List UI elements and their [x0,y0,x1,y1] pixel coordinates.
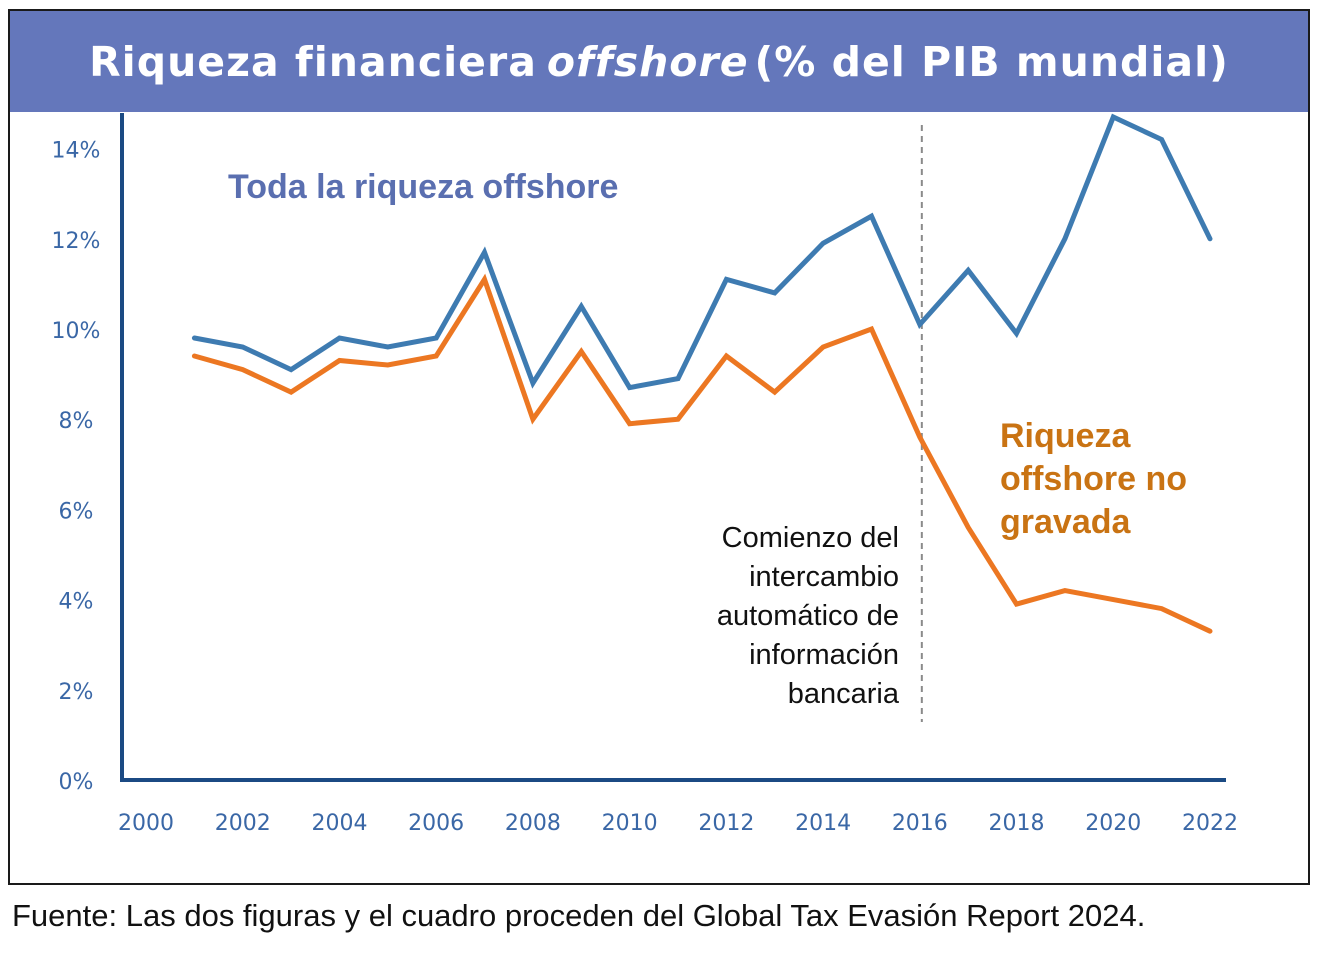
series-label-untaxed-offshore-line: offshore no [1000,460,1187,498]
x-tick-label-2014: 2014 [795,811,851,836]
annotation-text-line: Comienzo del [722,522,899,554]
x-tick-label-2010: 2010 [602,811,658,836]
series-label-untaxed-offshore-line: Riqueza [1000,417,1131,455]
series-line-untaxed-offshore [191,273,1213,634]
annotation-text-line: información [749,639,899,671]
x-tick-label-2004: 2004 [311,811,367,836]
x-tick-label-2002: 2002 [215,811,271,836]
x-tick-label-2012: 2012 [698,811,754,836]
y-tick-label-14: 14% [52,139,101,164]
source-note: Fuente: Las dos figuras y el cuadro proc… [12,898,1146,933]
chart-title: Riqueza financiera offshore (% del PIB m… [10,11,1308,112]
x-tick-label-2006: 2006 [408,811,464,836]
x-tick-label-2022: 2022 [1182,811,1238,836]
chart-title-italic: offshore [546,37,749,86]
annotation-text-line: automático de [717,600,899,632]
series-label-total-offshore: Toda la riqueza offshore [228,168,618,206]
x-tick-label-2008: 2008 [505,811,561,836]
line-chart: 0% 2% 4% 6% 8% 10% 12% 14% 2000 2002 2004 2006 2008 2… [52,113,1238,836]
x-tick-label-2000: 2000 [118,811,174,836]
series-label-untaxed-offshore-line: gravada [1000,503,1131,541]
chart-frame: Riqueza financiera offshore (% del PIB m… [8,9,1310,885]
y-tick-label-12: 12% [52,229,101,254]
y-tick-label-6: 6% [59,499,94,524]
y-tick-label-4: 4% [59,590,94,615]
annotation-text-line: intercambio [749,561,899,593]
x-tick-label-2016: 2016 [892,811,948,836]
series-line-total-offshore [191,113,1213,391]
chart-title-part1: Riqueza financiera [89,37,537,86]
x-tick-label-2018: 2018 [989,811,1045,836]
y-tick-label-10: 10% [52,319,101,344]
y-tick-label-2: 2% [59,680,94,705]
annotation-text-line: bancaria [788,678,900,710]
y-tick-label-8: 8% [59,409,94,434]
x-tick-label-2020: 2020 [1085,811,1141,836]
chart-title-part2: (% del PIB mundial) [754,37,1229,86]
y-tick-label-0: 0% [59,770,94,795]
